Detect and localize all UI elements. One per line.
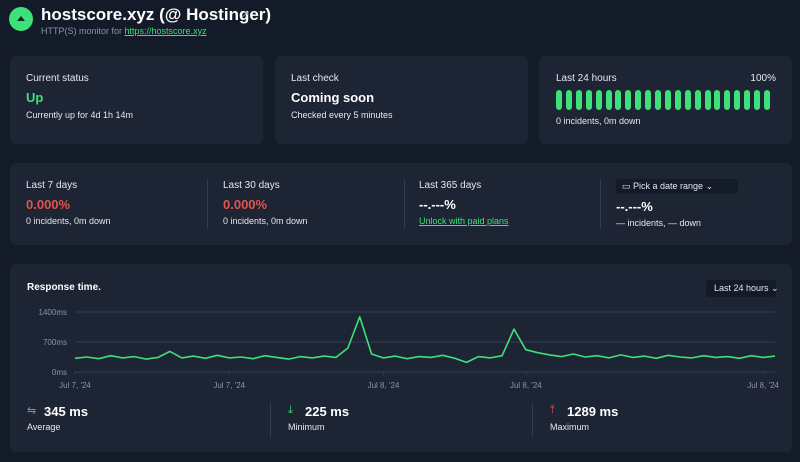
period-note: 0 incidents, 0m down [223, 216, 308, 226]
uptime-pill [704, 90, 711, 110]
uptime-pill [754, 90, 760, 110]
card-note: Currently up for 4d 1h 14m [26, 110, 134, 120]
card-percent: 100% [750, 73, 776, 84]
minimum-icon: ⤓ [288, 404, 293, 416]
maximum-icon: ⤒ [550, 404, 555, 416]
external-link-icon[interactable]: ↗ [240, 9, 250, 21]
period-value: --.---% [419, 197, 456, 212]
uptime-pill [734, 90, 741, 110]
card-label: Current status [26, 73, 89, 84]
stat-label: Minimum [288, 422, 325, 432]
period-value: 0.000% [26, 197, 71, 212]
range-text: Last 24 hours ⌄ [714, 283, 779, 293]
uptime-pill [724, 90, 731, 110]
uptime-pill [674, 90, 681, 110]
period-label: Last 7 days [26, 180, 78, 191]
uptime-pill [694, 90, 701, 110]
range-dropdown[interactable]: Last 24 hours ⌄ [706, 280, 779, 297]
stat-value: 345 ms [44, 404, 89, 419]
subtitle: HTTP(S) monitor for https://hostscore.xy… [41, 26, 207, 36]
period-value: 0.000% [223, 197, 268, 212]
uptime-pill [655, 90, 661, 110]
uptime-pill [595, 90, 602, 110]
period-value: --.---% [616, 199, 653, 214]
divider [532, 403, 533, 437]
card-label: Last 24 hours [556, 73, 617, 84]
stat-value: 225 ms [305, 404, 350, 419]
stat-value: 1289 ms [567, 404, 619, 419]
uptime-pill [605, 90, 612, 110]
date-range-text: ▭ Pick a date range ⌄ [622, 181, 714, 191]
divider [207, 180, 208, 228]
check-card: Last check Coming soon Checked every 5 m… [275, 56, 528, 144]
response-title: Response time. [27, 282, 101, 293]
uptime-pill [714, 90, 721, 110]
uptime-pill [585, 90, 592, 110]
divider [404, 180, 405, 228]
period-note: — incidents, — down [616, 218, 702, 228]
date-range-picker[interactable]: ▭ Pick a date range ⌄ [616, 179, 738, 194]
stat-label: Maximum [550, 422, 590, 432]
response-card: Response time. Last 24 hours ⌄ ⇋ 345 ms … [10, 264, 792, 452]
average-icon: ⇋ [27, 405, 37, 417]
card-label: Last check [291, 73, 339, 84]
card-value: Coming soon [291, 90, 375, 105]
stat-label: Average [27, 422, 61, 432]
divider [270, 403, 271, 437]
periods-card: Last 7 days 0.000% 0 incidents, 0m down … [10, 163, 792, 245]
uptime-card: Last 24 hours 100% 0 incidents, 0m down [539, 56, 792, 144]
divider [600, 180, 601, 228]
uptime-pill [635, 90, 642, 110]
monitor-link[interactable]: https://hostscore.xyz [124, 26, 207, 36]
uptime-pill [684, 90, 691, 110]
status-card: Current status Up Currently up for 4d 1h… [10, 56, 263, 144]
uptime-pill [615, 90, 622, 110]
subtitle-text: HTTP(S) monitor for [41, 26, 123, 36]
card-note: 0 incidents, 0m down [556, 116, 641, 126]
title: hostscore.xyz (@ Hostinger) [41, 5, 272, 24]
uptime-pill [664, 90, 671, 110]
uptime-pill [575, 90, 582, 110]
uptime-pill [645, 90, 652, 110]
period-label: Last 30 days [223, 180, 280, 191]
period-note: 0 incidents, 0m down [26, 216, 111, 226]
uptime-pill [744, 90, 751, 110]
uptime-pill [556, 90, 562, 110]
period-label: Last 365 days [419, 180, 482, 191]
uptime-bars [556, 90, 776, 110]
card-note: Checked every 5 minutes [291, 110, 393, 120]
range-label: Last 24 hours [714, 283, 769, 293]
upgrade-link[interactable]: Unlock with paid plans [419, 216, 509, 226]
card-value: Up [26, 90, 44, 105]
date-range-label: Pick a date range [633, 181, 704, 191]
uptime-pill [625, 90, 632, 110]
status-icon [9, 7, 33, 31]
uptime-pill [763, 90, 770, 110]
uptime-pill [565, 90, 572, 110]
